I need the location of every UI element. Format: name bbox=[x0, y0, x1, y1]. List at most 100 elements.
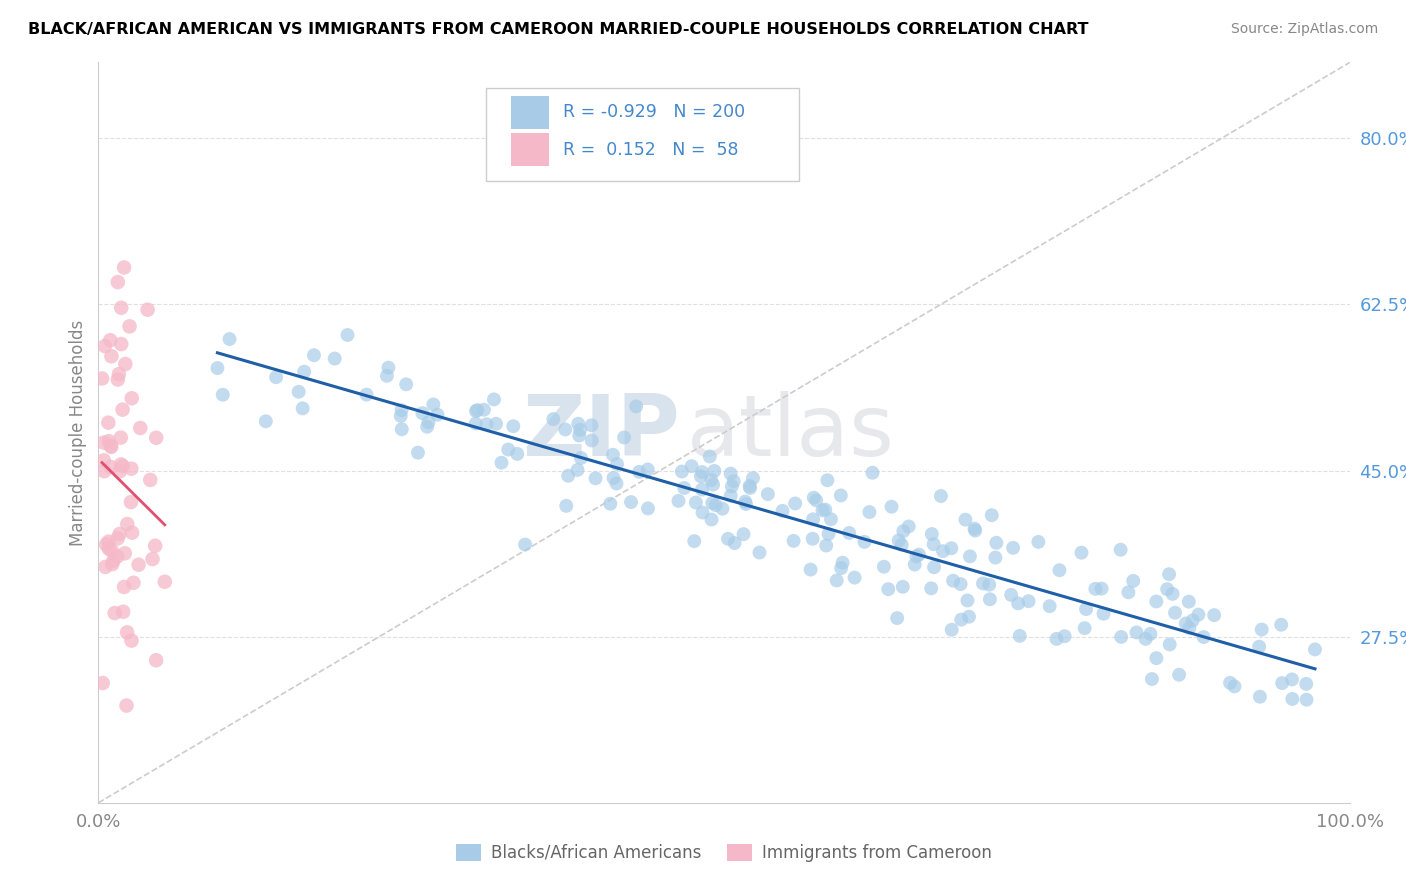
Point bbox=[581, 434, 603, 448]
Point bbox=[1161, 587, 1184, 601]
Point bbox=[980, 508, 1002, 523]
Point bbox=[114, 357, 136, 371]
Point bbox=[782, 533, 804, 548]
Point bbox=[302, 348, 325, 362]
Point bbox=[121, 525, 143, 540]
Point bbox=[513, 537, 536, 551]
Point bbox=[117, 516, 139, 531]
Point bbox=[107, 275, 129, 289]
Point bbox=[426, 408, 449, 422]
Point bbox=[104, 606, 127, 620]
Point bbox=[129, 421, 152, 435]
Point bbox=[1181, 614, 1204, 628]
Point bbox=[984, 550, 1007, 565]
FancyBboxPatch shape bbox=[486, 88, 799, 181]
Point bbox=[853, 534, 876, 549]
Point bbox=[292, 365, 315, 379]
Point bbox=[336, 328, 359, 343]
Point bbox=[1249, 640, 1271, 654]
Point bbox=[98, 333, 121, 347]
Point bbox=[108, 367, 131, 381]
Point bbox=[581, 418, 603, 433]
Point bbox=[890, 538, 912, 552]
Point bbox=[756, 487, 779, 501]
Point bbox=[100, 349, 122, 363]
Point bbox=[862, 466, 884, 480]
Point bbox=[880, 500, 903, 514]
Point bbox=[555, 499, 578, 513]
Point bbox=[1045, 632, 1067, 646]
Point bbox=[128, 558, 150, 572]
Point bbox=[721, 479, 744, 493]
Point bbox=[145, 431, 167, 445]
Point bbox=[377, 360, 399, 375]
Point bbox=[139, 473, 162, 487]
Point bbox=[1295, 692, 1317, 706]
Point bbox=[1281, 692, 1303, 706]
Point bbox=[700, 473, 723, 487]
Point bbox=[602, 448, 624, 462]
Point bbox=[93, 453, 115, 467]
Point bbox=[873, 559, 896, 574]
Point bbox=[717, 532, 740, 546]
Text: BLACK/AFRICAN AMERICAN VS IMMIGRANTS FROM CAMEROON MARRIED-COUPLE HOUSEHOLDS COR: BLACK/AFRICAN AMERICAN VS IMMIGRANTS FRO… bbox=[28, 22, 1088, 37]
Point bbox=[891, 524, 914, 538]
Point bbox=[1178, 621, 1201, 635]
Point bbox=[411, 406, 433, 420]
Point bbox=[1007, 596, 1029, 610]
Point bbox=[897, 519, 920, 533]
Text: ZIP: ZIP bbox=[523, 391, 681, 475]
Point bbox=[979, 592, 1001, 607]
Point bbox=[110, 301, 132, 315]
Point bbox=[838, 526, 860, 541]
Point bbox=[820, 512, 842, 526]
Point bbox=[702, 477, 724, 491]
Point bbox=[1125, 625, 1147, 640]
Point bbox=[704, 498, 727, 512]
Point bbox=[100, 459, 122, 474]
Point bbox=[91, 371, 114, 385]
Point bbox=[1000, 588, 1022, 602]
Point bbox=[145, 653, 167, 667]
Point bbox=[673, 481, 696, 495]
Point bbox=[699, 450, 721, 464]
Point bbox=[94, 537, 117, 551]
Point bbox=[1270, 617, 1292, 632]
Point bbox=[115, 698, 138, 713]
Point bbox=[738, 479, 761, 493]
Point bbox=[801, 532, 824, 546]
Point bbox=[735, 497, 758, 511]
Point bbox=[668, 494, 690, 508]
Point bbox=[959, 549, 981, 564]
Point bbox=[723, 536, 745, 550]
Point bbox=[1140, 672, 1163, 686]
Point bbox=[605, 476, 627, 491]
Point bbox=[671, 465, 693, 479]
Point bbox=[733, 527, 755, 541]
Point bbox=[817, 527, 839, 541]
Point bbox=[1002, 541, 1025, 555]
Point bbox=[949, 577, 972, 591]
Point bbox=[108, 464, 131, 478]
Text: R =  0.152   N =  58: R = 0.152 N = 58 bbox=[562, 141, 738, 159]
Text: R = -0.929   N = 200: R = -0.929 N = 200 bbox=[562, 103, 745, 121]
Point bbox=[211, 388, 233, 402]
Point bbox=[1135, 632, 1157, 646]
Point bbox=[418, 415, 440, 429]
Point bbox=[628, 465, 651, 479]
Point bbox=[416, 419, 439, 434]
Point bbox=[1271, 676, 1294, 690]
Point bbox=[391, 422, 413, 436]
Y-axis label: Married-couple Households: Married-couple Households bbox=[69, 319, 87, 546]
Point bbox=[287, 384, 309, 399]
Point bbox=[506, 447, 529, 461]
Point bbox=[585, 471, 607, 485]
Point bbox=[620, 495, 643, 509]
Point bbox=[986, 536, 1008, 550]
Point bbox=[1219, 675, 1241, 690]
Point bbox=[801, 512, 824, 526]
Point bbox=[143, 539, 166, 553]
Point bbox=[141, 552, 163, 566]
Point bbox=[557, 468, 579, 483]
Point bbox=[637, 462, 659, 476]
